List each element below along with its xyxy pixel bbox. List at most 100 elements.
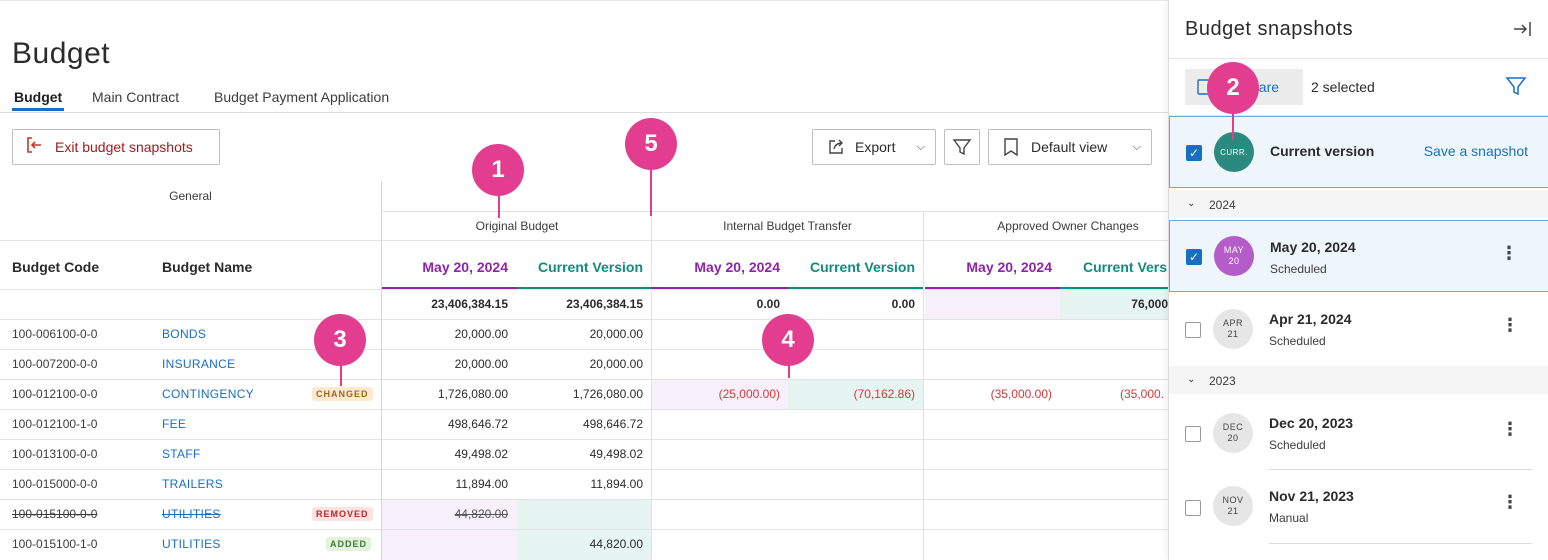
collapse-panel-icon[interactable] — [1512, 20, 1532, 43]
filter-button[interactable] — [944, 129, 980, 165]
save-snapshot-link[interactable]: Save a snapshot — [1423, 143, 1528, 159]
filter-icon — [952, 137, 972, 157]
amount-cell: 11,894.00 — [590, 477, 644, 491]
chevron-down-icon: ⌵ — [916, 140, 925, 153]
budget-name-link[interactable]: BONDS — [162, 327, 207, 341]
amount-cell: 44,820.00 — [589, 537, 643, 551]
avatar-day: 20 — [1228, 256, 1240, 266]
budget-main: Budget Budget Main Contract Budget Payme… — [0, 0, 1168, 560]
checkbox-icon[interactable] — [1185, 500, 1201, 516]
amount-cell: 498,646.72 — [582, 417, 643, 431]
kebab-icon[interactable]: ⋮ — [1501, 492, 1519, 512]
amount-cell: (35,000. — [1120, 387, 1165, 401]
kebab-icon[interactable]: ⋮ — [1501, 315, 1519, 335]
bookmark-icon — [1003, 138, 1019, 156]
annotation-marker-3: 3 — [314, 314, 366, 366]
snapshot-name: Apr 21, 2024 — [1269, 311, 1352, 327]
budget-name-link[interactable]: UTILITIES — [162, 507, 221, 521]
tab-budget[interactable]: Budget — [11, 89, 65, 111]
total-value: 0.00 — [756, 297, 780, 311]
avatar: APR 21 — [1213, 309, 1253, 349]
snapshot-type: Scheduled — [1269, 334, 1326, 348]
amount-cell: 20,000.00 — [454, 327, 508, 341]
cell-highlight — [652, 379, 788, 409]
chevron-down-icon: ⌄ — [1187, 198, 1196, 209]
total-value: 23,406,384.15 — [431, 297, 508, 311]
amount-cell: 11,894.00 — [455, 477, 509, 491]
snapshot-row[interactable]: ✓ MAY 20 May 20, 2024 Scheduled ⋮ — [1169, 220, 1548, 292]
tab-main-contract[interactable]: Main Contract — [92, 89, 180, 105]
exit-icon — [25, 136, 43, 159]
budget-grid: General Original Budget Internal Budget … — [0, 181, 1168, 560]
col-header-snapshot-date[interactable]: May 20, 2024 — [422, 259, 508, 275]
col-header-budget-name[interactable]: Budget Name — [162, 259, 253, 275]
group-header-original-budget: Original Budget — [475, 219, 559, 233]
budget-snapshots-panel: Budget snapshots pare 2 selected ✓ CURR.… — [1168, 0, 1548, 560]
checkbox-icon[interactable]: ✓ — [1186, 249, 1202, 265]
status-badge-added: ADDED — [326, 537, 372, 551]
avatar-month: DEC — [1222, 422, 1244, 432]
export-button[interactable]: Export ⌵ — [812, 129, 936, 165]
total-value: 0.00 — [891, 297, 915, 311]
group-header-internal-budget-transfer: Internal Budget Transfer — [723, 219, 852, 233]
budget-code: 100-015100-1-0 — [12, 537, 98, 551]
budget-code: 100-007200-0-0 — [12, 357, 98, 371]
col-header-budget-code[interactable]: Budget Code — [12, 259, 100, 275]
checkbox-icon[interactable] — [1185, 426, 1201, 442]
year-group-2023[interactable]: ⌄ 2023 — [1169, 366, 1548, 394]
chevron-down-icon: ⌵ — [1132, 140, 1141, 153]
snapshot-row[interactable]: NOV 21 Nov 21, 2023 Manual ⋮ — [1169, 470, 1548, 542]
chevron-down-icon: ⌄ — [1187, 374, 1196, 385]
view-label: Default view — [1031, 139, 1108, 155]
cell-highlight — [925, 289, 1060, 319]
amount-cell: (35,000.00) — [990, 387, 1052, 401]
checkbox-icon[interactable] — [1185, 322, 1201, 338]
view-selector[interactable]: Default view ⌵ — [988, 129, 1152, 165]
annotation-marker-4: 4 — [762, 314, 814, 366]
cell-highlight — [382, 529, 517, 560]
col-header-current-version[interactable]: Current Vers — [1083, 259, 1168, 275]
budget-name-link[interactable]: UTILITIES — [162, 537, 221, 551]
checkbox-icon[interactable]: ✓ — [1186, 145, 1202, 161]
snapshot-row[interactable]: APR 21 Apr 21, 2024 Scheduled ⋮ — [1169, 294, 1548, 364]
cell-highlight — [788, 379, 923, 409]
filter-icon[interactable] — [1505, 75, 1527, 103]
cell-highlight — [382, 499, 517, 529]
snapshot-type: Scheduled — [1269, 438, 1326, 452]
annotation-marker-1: 1 — [472, 144, 524, 196]
total-value: 23,406,384.15 — [566, 297, 643, 311]
kebab-icon[interactable]: ⋮ — [1501, 419, 1519, 439]
amount-cell: 1,726,080.00 — [437, 387, 508, 401]
budget-name-link[interactable]: TRAILERS — [162, 477, 224, 491]
snapshot-name: Dec 20, 2023 — [1269, 415, 1354, 431]
col-header-snapshot-date[interactable]: May 20, 2024 — [694, 259, 780, 275]
avatar: DEC 20 — [1213, 413, 1253, 453]
snapshot-row-current[interactable]: ✓ CURR. Current version Save a snapshot — [1169, 116, 1548, 188]
amount-cell: (25,000.00) — [718, 387, 780, 401]
budget-code: 100-015000-0-0 — [12, 477, 98, 491]
snapshot-type: Manual — [1269, 511, 1309, 525]
col-header-current-version[interactable]: Current Version — [809, 259, 915, 275]
budget-name-link[interactable]: CONTINGENCY — [162, 387, 254, 401]
budget-name-link[interactable]: INSURANCE — [162, 357, 236, 371]
panel-title: Budget snapshots — [1185, 18, 1354, 40]
exit-snapshots-button[interactable]: Exit budget snapshots — [12, 129, 220, 165]
budget-name-link[interactable]: FEE — [162, 417, 187, 431]
avatar-day: 20 — [1227, 433, 1239, 443]
snapshot-row[interactable]: DEC 20 Dec 20, 2023 Scheduled ⋮ — [1169, 398, 1548, 468]
avatar-day: 21 — [1227, 329, 1239, 339]
group-header-general: General — [169, 189, 212, 203]
status-badge-removed: REMOVED — [312, 507, 373, 521]
amount-cell: 44,820.00 — [454, 507, 508, 521]
year-group-2024[interactable]: ⌄ 2024 — [1169, 190, 1548, 218]
avatar-month: NOV — [1222, 495, 1244, 505]
snapshot-name: Nov 21, 2023 — [1269, 488, 1354, 504]
kebab-icon[interactable]: ⋮ — [1500, 243, 1518, 263]
selected-count: 2 selected — [1311, 79, 1375, 95]
col-header-snapshot-date[interactable]: May 20, 2024 — [966, 259, 1052, 275]
col-header-current-version[interactable]: Current Version — [537, 259, 643, 275]
budget-name-link[interactable]: STAFF — [162, 447, 201, 461]
amount-cell: 1,726,080.00 — [572, 387, 643, 401]
tab-budget-payment-application[interactable]: Budget Payment Application — [214, 89, 390, 105]
snapshot-name: Current version — [1270, 143, 1375, 159]
